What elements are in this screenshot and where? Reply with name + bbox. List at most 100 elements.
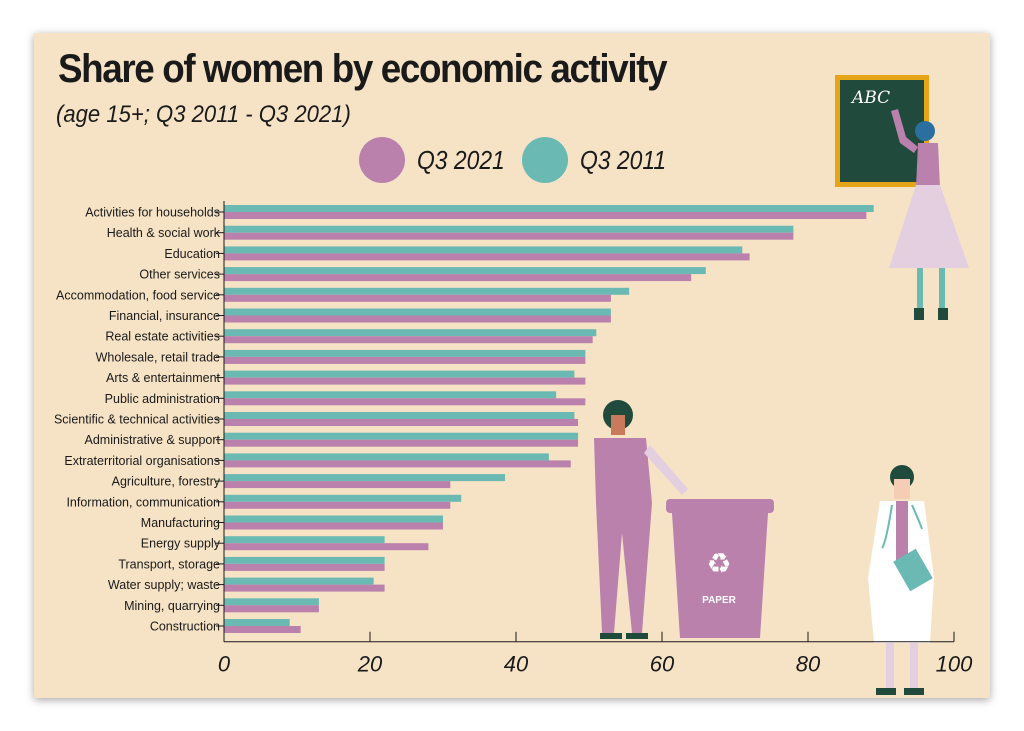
bar-q3-2011 [224,225,794,233]
category-label: Manufacturing [141,516,220,530]
bar-q3-2011 [224,391,557,399]
bar-q3-2011 [224,536,385,544]
category-label: Energy supply [141,537,221,551]
doctor-face [894,479,910,499]
bar-q3-2021 [224,419,579,426]
bar-q3-2021 [224,253,750,261]
clipboard-icon [893,548,933,592]
worker-overalls [594,438,652,633]
x-tick-label: 60 [650,652,675,677]
category-label: Accommodation, food service [56,288,220,302]
worker-shoe [600,633,622,639]
bar-q3-2021 [224,315,611,323]
bar-q3-2021 [224,522,443,530]
category-label: Other services [139,268,220,282]
worker-shoe [626,633,648,639]
teacher-shoe [914,308,924,320]
bar-q3-2011 [224,412,575,419]
legend-swatch-q3-2011 [522,137,568,183]
category-label: Administrative & support [85,433,221,447]
teacher-skirt [889,185,969,268]
doctor-shoe [876,688,896,695]
bar-q3-2021 [224,377,586,385]
category-label: Scientific & technical activities [54,413,220,427]
category-label: Education [164,247,220,261]
legend-swatch-q3-2021 [359,137,405,183]
legend-label-q3-2021: Q3 2021 [417,144,505,175]
worker-face [611,415,625,435]
legend-item-q3-2011: Q3 2011 [522,137,678,183]
legend-label-q3-2011: Q3 2011 [580,144,667,175]
bar-group [224,205,874,633]
category-label: Construction [150,620,220,634]
bar-q3-2011 [224,556,385,564]
chalkboard-text: ABC [850,88,890,108]
teacher-shoe [938,308,948,320]
category-label: Agriculture, forestry [112,475,221,489]
doctor-illustration [868,465,934,695]
bar-q3-2021 [224,232,794,240]
bar-q3-2021 [224,294,611,302]
teacher-leg [939,268,945,308]
recycle-icon: ♻ [706,547,731,580]
bar-q3-2021 [224,563,385,571]
bar-q3-2011 [224,494,462,502]
bar-q3-2011 [224,515,443,523]
bar-q3-2011 [224,577,374,585]
doctor-shoe [904,688,924,695]
category-label: Arts & entertainment [106,371,220,385]
stethoscope-icon [881,504,923,549]
bar-q3-2011 [224,308,611,316]
bar-q3-2021 [224,481,451,489]
teacher-hair [915,121,935,141]
chart-card: Share of women by economic activity (age… [34,33,990,698]
category-label: Transport, storage [118,557,220,571]
teacher-top [916,143,940,188]
bar-q3-2021 [224,439,579,447]
recycle-bin [672,513,768,638]
bar-q3-2011 [224,474,506,482]
chart-title: Share of women by economic activity [58,47,668,91]
category-label: Real estate activities [105,330,220,344]
category-label: Mining, quarrying [124,599,220,613]
teacher-illustration: ABC [835,75,969,320]
bin-label: PAPER [702,595,736,606]
category-label: Information, communication [66,495,220,509]
category-label: Wholesale, retail trade [96,350,220,364]
worker-arm [644,445,688,495]
legend-item-q3-2021: Q3 2021 [359,137,517,183]
chalkboard [840,80,924,182]
bar-q3-2021 [224,336,593,344]
bar-q3-2011 [224,267,706,275]
bar-q3-2021 [224,501,451,509]
bar-q3-2021 [224,212,867,219]
bar-q3-2011 [224,287,630,295]
doctor-leg [910,643,918,688]
category-label: Extraterritorial organisations [64,454,220,468]
bar-q3-2011 [224,432,579,440]
category-label: Public administration [105,392,220,406]
bar-q3-2011 [224,349,586,357]
category-label: Activities for households [85,206,220,220]
bar-q3-2011 [224,205,874,212]
bar-q3-2021 [224,626,301,633]
doctor-leg [886,643,894,688]
bar-q3-2021 [224,605,319,613]
x-tick-label: 40 [504,652,529,677]
bar-q3-2021 [224,356,586,364]
bar-q3-2021 [224,584,385,592]
axes: Activities for households Health & social… [54,201,973,677]
bar-chart: ABC ♻ PAPER [54,75,973,695]
bin-lid [666,499,774,513]
category-label: Health & social work [107,226,221,240]
bar-q3-2011 [224,329,597,337]
bar-q3-2011 [224,598,319,606]
x-tick-label: 0 [218,652,231,677]
doctor-scrubs [896,501,908,561]
bar-q3-2021 [224,460,571,468]
category-label: Financial, insurance [109,309,220,323]
chart-subtitle: (age 15+; Q3 2011 - Q3 2021) [56,101,351,128]
bar-q3-2021 [224,274,692,282]
teacher-leg [917,268,923,308]
bar-q3-2011 [224,370,575,378]
